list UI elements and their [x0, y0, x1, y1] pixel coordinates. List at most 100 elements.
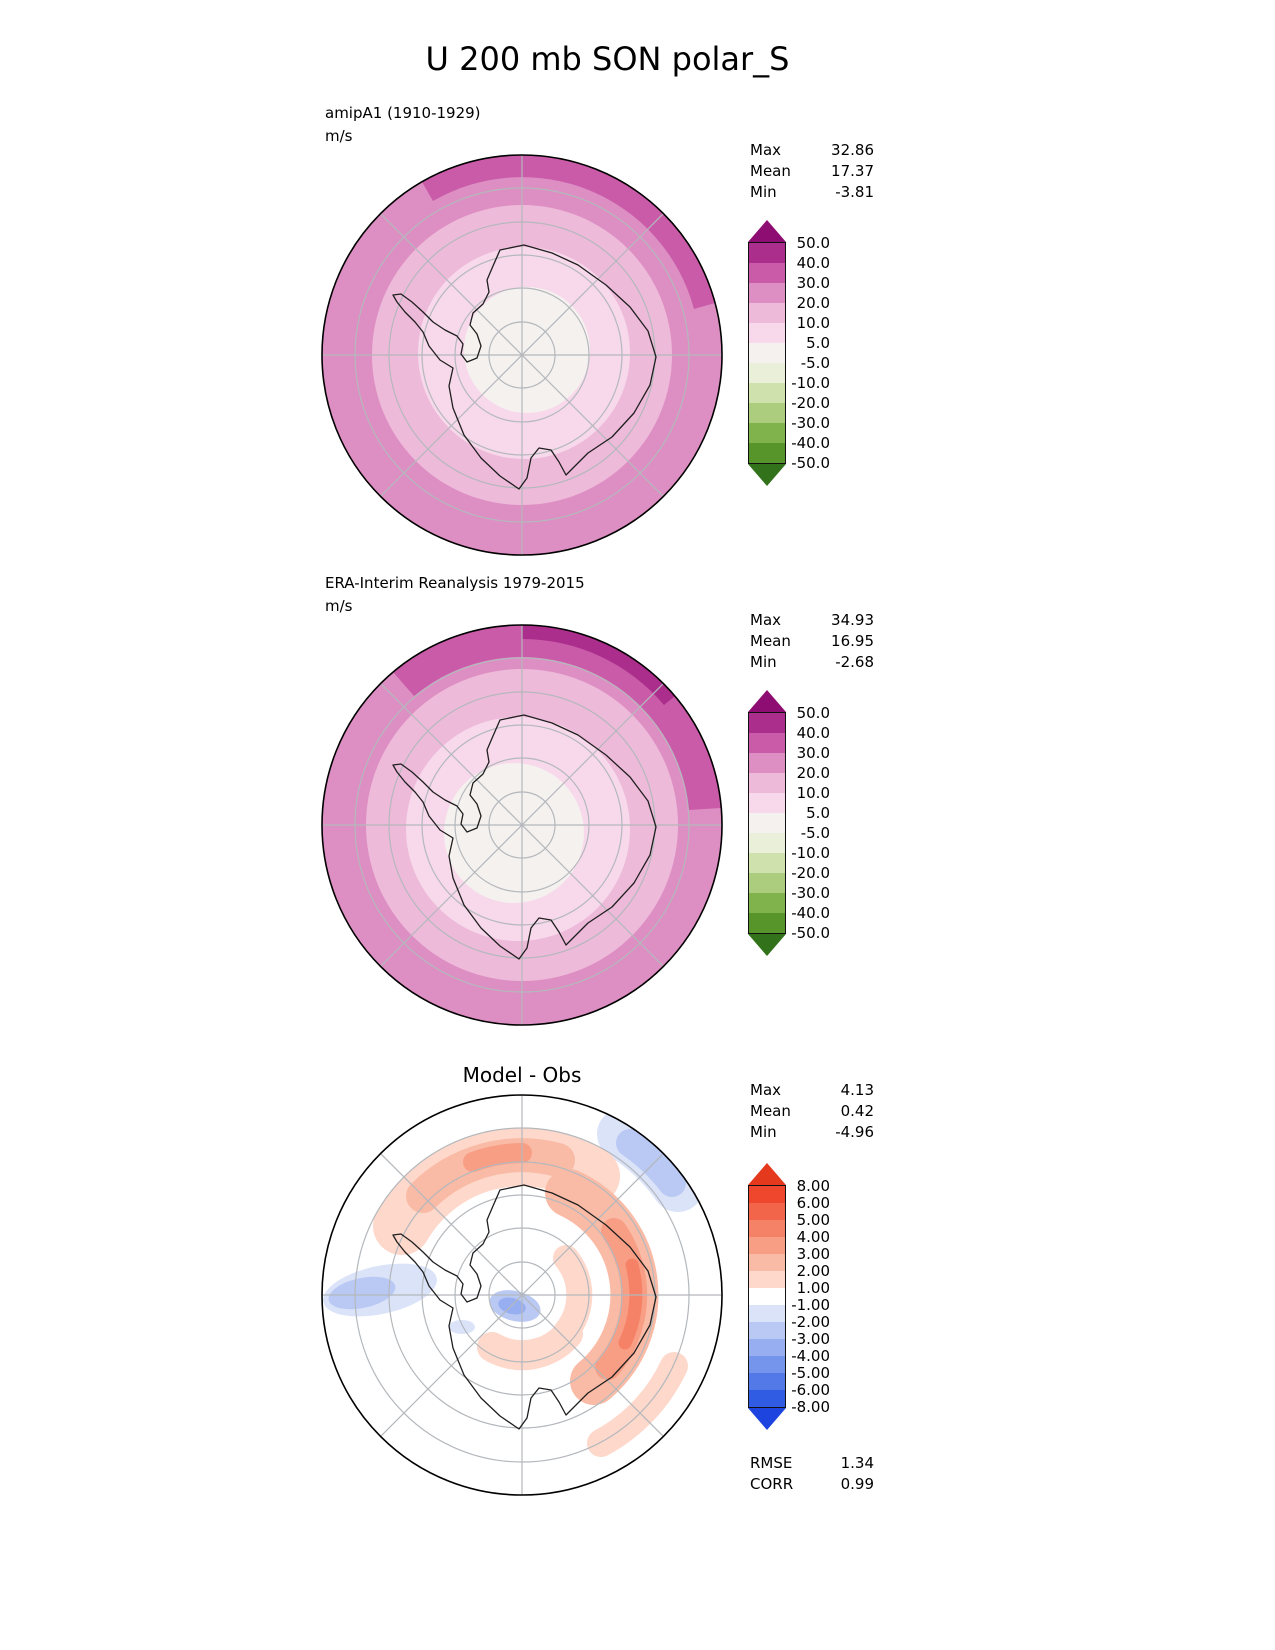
graticule	[321, 1094, 723, 1496]
panel2-label: ERA-Interim Reanalysis 1979-2015	[325, 574, 585, 592]
tick-label: 50.0	[796, 704, 830, 722]
diff-negative-blob	[616, 1129, 686, 1197]
tick-label: 1.00	[796, 1279, 830, 1297]
tick-label: -20.0	[791, 394, 830, 412]
tick-label: 50.0	[796, 234, 830, 252]
map-border	[321, 154, 723, 556]
colorbar-band	[749, 1390, 785, 1407]
map-reference	[321, 624, 723, 1026]
tick-label: -1.00	[791, 1296, 830, 1314]
stat-value: -4.96	[835, 1123, 874, 1141]
tick-label: -4.00	[791, 1347, 830, 1365]
colorbar-band	[749, 1186, 785, 1203]
map-border	[321, 1094, 723, 1496]
metric-row: RMSE 1.34	[750, 1453, 874, 1474]
tick-label: 6.00	[796, 1194, 830, 1212]
tick-label: -40.0	[791, 904, 830, 922]
graticule	[321, 624, 723, 1026]
colorbar-band	[749, 713, 785, 733]
colorbar-band	[749, 443, 785, 463]
figure-title: U 200 mb SON polar_S	[425, 40, 790, 78]
colorbar-band	[749, 1322, 785, 1339]
colorbar-band	[749, 363, 785, 383]
colorbar-band	[749, 793, 785, 813]
colorbar-body	[748, 712, 786, 934]
colorbar-band	[749, 263, 785, 283]
colorbar-band	[749, 283, 785, 303]
panel2-units: m/s	[325, 597, 353, 615]
metric-row: CORR 0.99	[750, 1474, 874, 1495]
metrics-block: RMSE 1.34 CORR 0.99	[750, 1453, 874, 1495]
stat-value: 0.42	[840, 1102, 874, 1120]
stat-row: Max 4.13	[750, 1080, 874, 1101]
stat-name: Mean	[750, 1102, 791, 1120]
metric-value: 1.34	[840, 1454, 874, 1472]
stat-name: Min	[750, 183, 777, 201]
panel1-units: m/s	[325, 127, 353, 145]
stat-value: 4.13	[840, 1081, 874, 1099]
colorbar-band	[749, 893, 785, 913]
tick-label: 2.00	[796, 1262, 830, 1280]
colorbar-band	[749, 1305, 785, 1322]
colorbar-ticks-model: 50.0 40.0 30.0 20.0 10.0 5.0 -5.0 -10.0 …	[782, 234, 830, 472]
stat-row: Max 32.86	[750, 140, 874, 161]
tick-label: -3.00	[791, 1330, 830, 1348]
tick-label: -30.0	[791, 414, 830, 432]
colorbar-extend-min	[748, 1408, 786, 1430]
colorbar-band	[749, 423, 785, 443]
stat-value: 17.37	[831, 162, 874, 180]
colorbar-difference	[748, 1163, 786, 1430]
stat-row: Mean 16.95	[750, 631, 874, 652]
diff-positive-blob	[587, 1352, 688, 1457]
colorbar-band	[749, 753, 785, 773]
colorbar-band	[749, 1288, 785, 1305]
metric-name: RMSE	[750, 1454, 793, 1472]
stat-name: Max	[750, 141, 782, 159]
colorbar-band	[749, 853, 785, 873]
colorbar-ticks-reference: 50.0 40.0 30.0 20.0 10.0 5.0 -5.0 -10.0 …	[782, 704, 830, 942]
tick-label: 40.0	[796, 724, 830, 742]
tick-label: 10.0	[796, 314, 830, 332]
colorbar-band	[749, 343, 785, 363]
map-model	[321, 154, 723, 556]
diff-positive-blob	[618, 1258, 643, 1350]
colorbar-band	[749, 383, 785, 403]
diff-negative-blob	[328, 1276, 396, 1310]
graticule	[321, 154, 723, 556]
stat-value: 32.86	[831, 141, 874, 159]
colorbar-band	[749, 1339, 785, 1356]
colorbar-band	[749, 1254, 785, 1271]
stat-name: Mean	[750, 162, 791, 180]
colorbar-band	[749, 833, 785, 853]
tick-label: -10.0	[791, 844, 830, 862]
stat-name: Max	[750, 1081, 782, 1099]
stat-value: 16.95	[831, 632, 874, 650]
colorbar-model	[748, 220, 786, 486]
colorbar-band	[749, 403, 785, 423]
metric-value: 0.99	[840, 1475, 874, 1493]
tick-label: 20.0	[796, 294, 830, 312]
colorbar-band	[749, 913, 785, 933]
tick-label: 30.0	[796, 744, 830, 762]
stat-row: Min -4.96	[750, 1122, 874, 1143]
colorbar-body	[748, 242, 786, 464]
stat-name: Min	[750, 653, 777, 671]
colorbar-body	[748, 1185, 786, 1408]
tick-label: 10.0	[796, 784, 830, 802]
stats-difference: Max 4.13 Mean 0.42 Min -4.96	[750, 1080, 874, 1143]
stat-value: 34.93	[831, 611, 874, 629]
colorbar-band	[749, 733, 785, 753]
tick-label: -30.0	[791, 884, 830, 902]
tick-label: 5.0	[806, 334, 830, 352]
tick-label: 5.0	[806, 804, 830, 822]
stat-row: Mean 17.37	[750, 161, 874, 182]
colorbar-band	[749, 1271, 785, 1288]
colorbar-band	[749, 813, 785, 833]
tick-label: -5.0	[800, 354, 830, 372]
tick-label: -5.0	[800, 824, 830, 842]
tick-label: 20.0	[796, 764, 830, 782]
stats-model: Max 32.86 Mean 17.37 Min -3.81	[750, 140, 874, 203]
colorbar-band	[749, 1220, 785, 1237]
diff-negative-blob	[498, 1297, 526, 1315]
